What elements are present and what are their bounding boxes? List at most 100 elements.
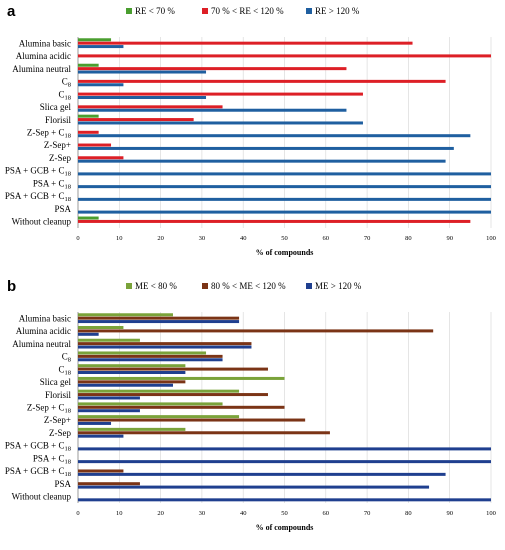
- bar: [78, 371, 186, 374]
- category-label: PSA + GCB + C18: [5, 466, 71, 478]
- bar: [78, 332, 99, 336]
- x-tick-label: 0: [76, 235, 79, 242]
- category-label: Slica gel: [40, 377, 72, 387]
- bar: [78, 351, 207, 355]
- bar: [78, 431, 330, 435]
- legend-swatch: [202, 8, 208, 14]
- bar: [78, 409, 140, 413]
- panel-label: a: [7, 3, 16, 20]
- bar: [78, 92, 363, 96]
- category-label: Z-Sep + C18: [27, 128, 71, 140]
- x-tick-label: 70: [364, 510, 371, 517]
- x-tick-label: 0: [76, 510, 79, 517]
- bar: [78, 396, 140, 400]
- category-label: Without cleanup: [12, 217, 72, 227]
- category-label: Alumina acidic: [16, 51, 71, 61]
- x-tick-label: 30: [199, 235, 206, 242]
- x-tick-label: 20: [157, 235, 164, 242]
- category-label: Z-Sep+: [44, 415, 71, 425]
- bar: [78, 354, 223, 358]
- bars: [78, 313, 491, 502]
- bar: [78, 313, 173, 317]
- bar: [78, 380, 186, 384]
- bar: [78, 134, 471, 138]
- legend-label: ME > 120 %: [315, 281, 362, 291]
- category-label: PSA: [54, 204, 71, 214]
- legend-label: RE < 70 %: [135, 6, 175, 16]
- bar: [78, 405, 285, 409]
- bar: [78, 38, 112, 42]
- x-tick-label: 90: [446, 235, 453, 242]
- bar: [78, 345, 252, 349]
- bar: [78, 316, 240, 320]
- bar: [78, 389, 240, 393]
- category-label: PSA + C18: [33, 178, 71, 190]
- x-tick-label: 60: [323, 510, 330, 517]
- bars: [78, 38, 491, 223]
- category-label: PSA + GCB + C18: [5, 191, 71, 203]
- bar: [78, 427, 186, 431]
- bar: [78, 67, 347, 71]
- legend-label: RE > 120 %: [315, 6, 360, 16]
- x-tick-label: 100: [486, 510, 496, 517]
- chart-panel-b: b ME < 80 % 80 % < ME < 120 % ME > 120 % 0 10…: [5, 278, 496, 532]
- bar: [78, 364, 186, 368]
- bar: [78, 472, 446, 476]
- bar: [78, 460, 491, 464]
- category-label: PSA + C18: [33, 453, 71, 465]
- bar: [78, 383, 173, 387]
- bar: [78, 216, 99, 220]
- x-tick-label: 80: [405, 235, 412, 242]
- bar: [78, 146, 454, 150]
- bar: [78, 63, 99, 67]
- category-label: Alumina neutral: [12, 64, 71, 74]
- category-label: PSA + GCB + C18: [5, 166, 71, 178]
- category-label: C8: [62, 352, 71, 364]
- bar: [78, 447, 491, 451]
- x-tick-label: 50: [281, 510, 288, 517]
- category-label: Florisil: [45, 390, 72, 400]
- category-label: Z-Sep: [49, 153, 71, 163]
- bar: [78, 70, 207, 74]
- category-label: Z-Sep + C18: [27, 403, 71, 415]
- bar: [78, 156, 124, 160]
- category-label: Z-Sep: [49, 428, 71, 438]
- bar: [78, 402, 223, 406]
- x-tick-label: 20: [157, 510, 164, 517]
- legend-swatch: [202, 283, 208, 289]
- bar: [78, 197, 491, 201]
- legend: ME < 80 % 80 % < ME < 120 % ME > 120 %: [126, 281, 362, 291]
- bar: [78, 358, 223, 362]
- category-label: Z-Sep+: [44, 140, 71, 150]
- legend: RE < 70 % 70 % < RE < 120 % RE > 120 %: [126, 6, 360, 16]
- legend-label: 70 % < RE < 120 %: [211, 6, 284, 16]
- category-label: Alumina acidic: [16, 326, 71, 336]
- category-label: C8: [62, 77, 71, 89]
- bar: [78, 114, 99, 118]
- bar: [78, 434, 124, 438]
- category-label: Alumina basic: [19, 313, 71, 323]
- bar: [78, 159, 446, 163]
- category-label: Slica gel: [40, 102, 72, 112]
- bar: [78, 376, 285, 380]
- x-tick-label: 50: [281, 235, 288, 242]
- x-tick-label: 10: [116, 235, 123, 242]
- bar: [78, 418, 306, 422]
- bar: [78, 143, 112, 147]
- bar: [78, 172, 491, 176]
- legend-label: 80 % < ME < 120 %: [211, 281, 286, 291]
- x-axis-title: % of compounds: [256, 523, 314, 532]
- bar: [78, 342, 252, 346]
- bar: [78, 320, 240, 324]
- legend-swatch: [126, 8, 132, 14]
- bar: [78, 54, 491, 58]
- legend-swatch: [126, 283, 132, 289]
- bar: [78, 79, 446, 83]
- x-axis-title: % of compounds: [256, 248, 314, 257]
- category-label: PSA: [54, 479, 71, 489]
- bar: [78, 118, 194, 122]
- x-tick-label: 40: [240, 510, 247, 517]
- chart-panel-a: a RE < 70 % 70 % < RE < 120 % RE > 120 % 0 10…: [5, 3, 496, 257]
- bar: [78, 83, 124, 87]
- category-label: C18: [58, 89, 71, 101]
